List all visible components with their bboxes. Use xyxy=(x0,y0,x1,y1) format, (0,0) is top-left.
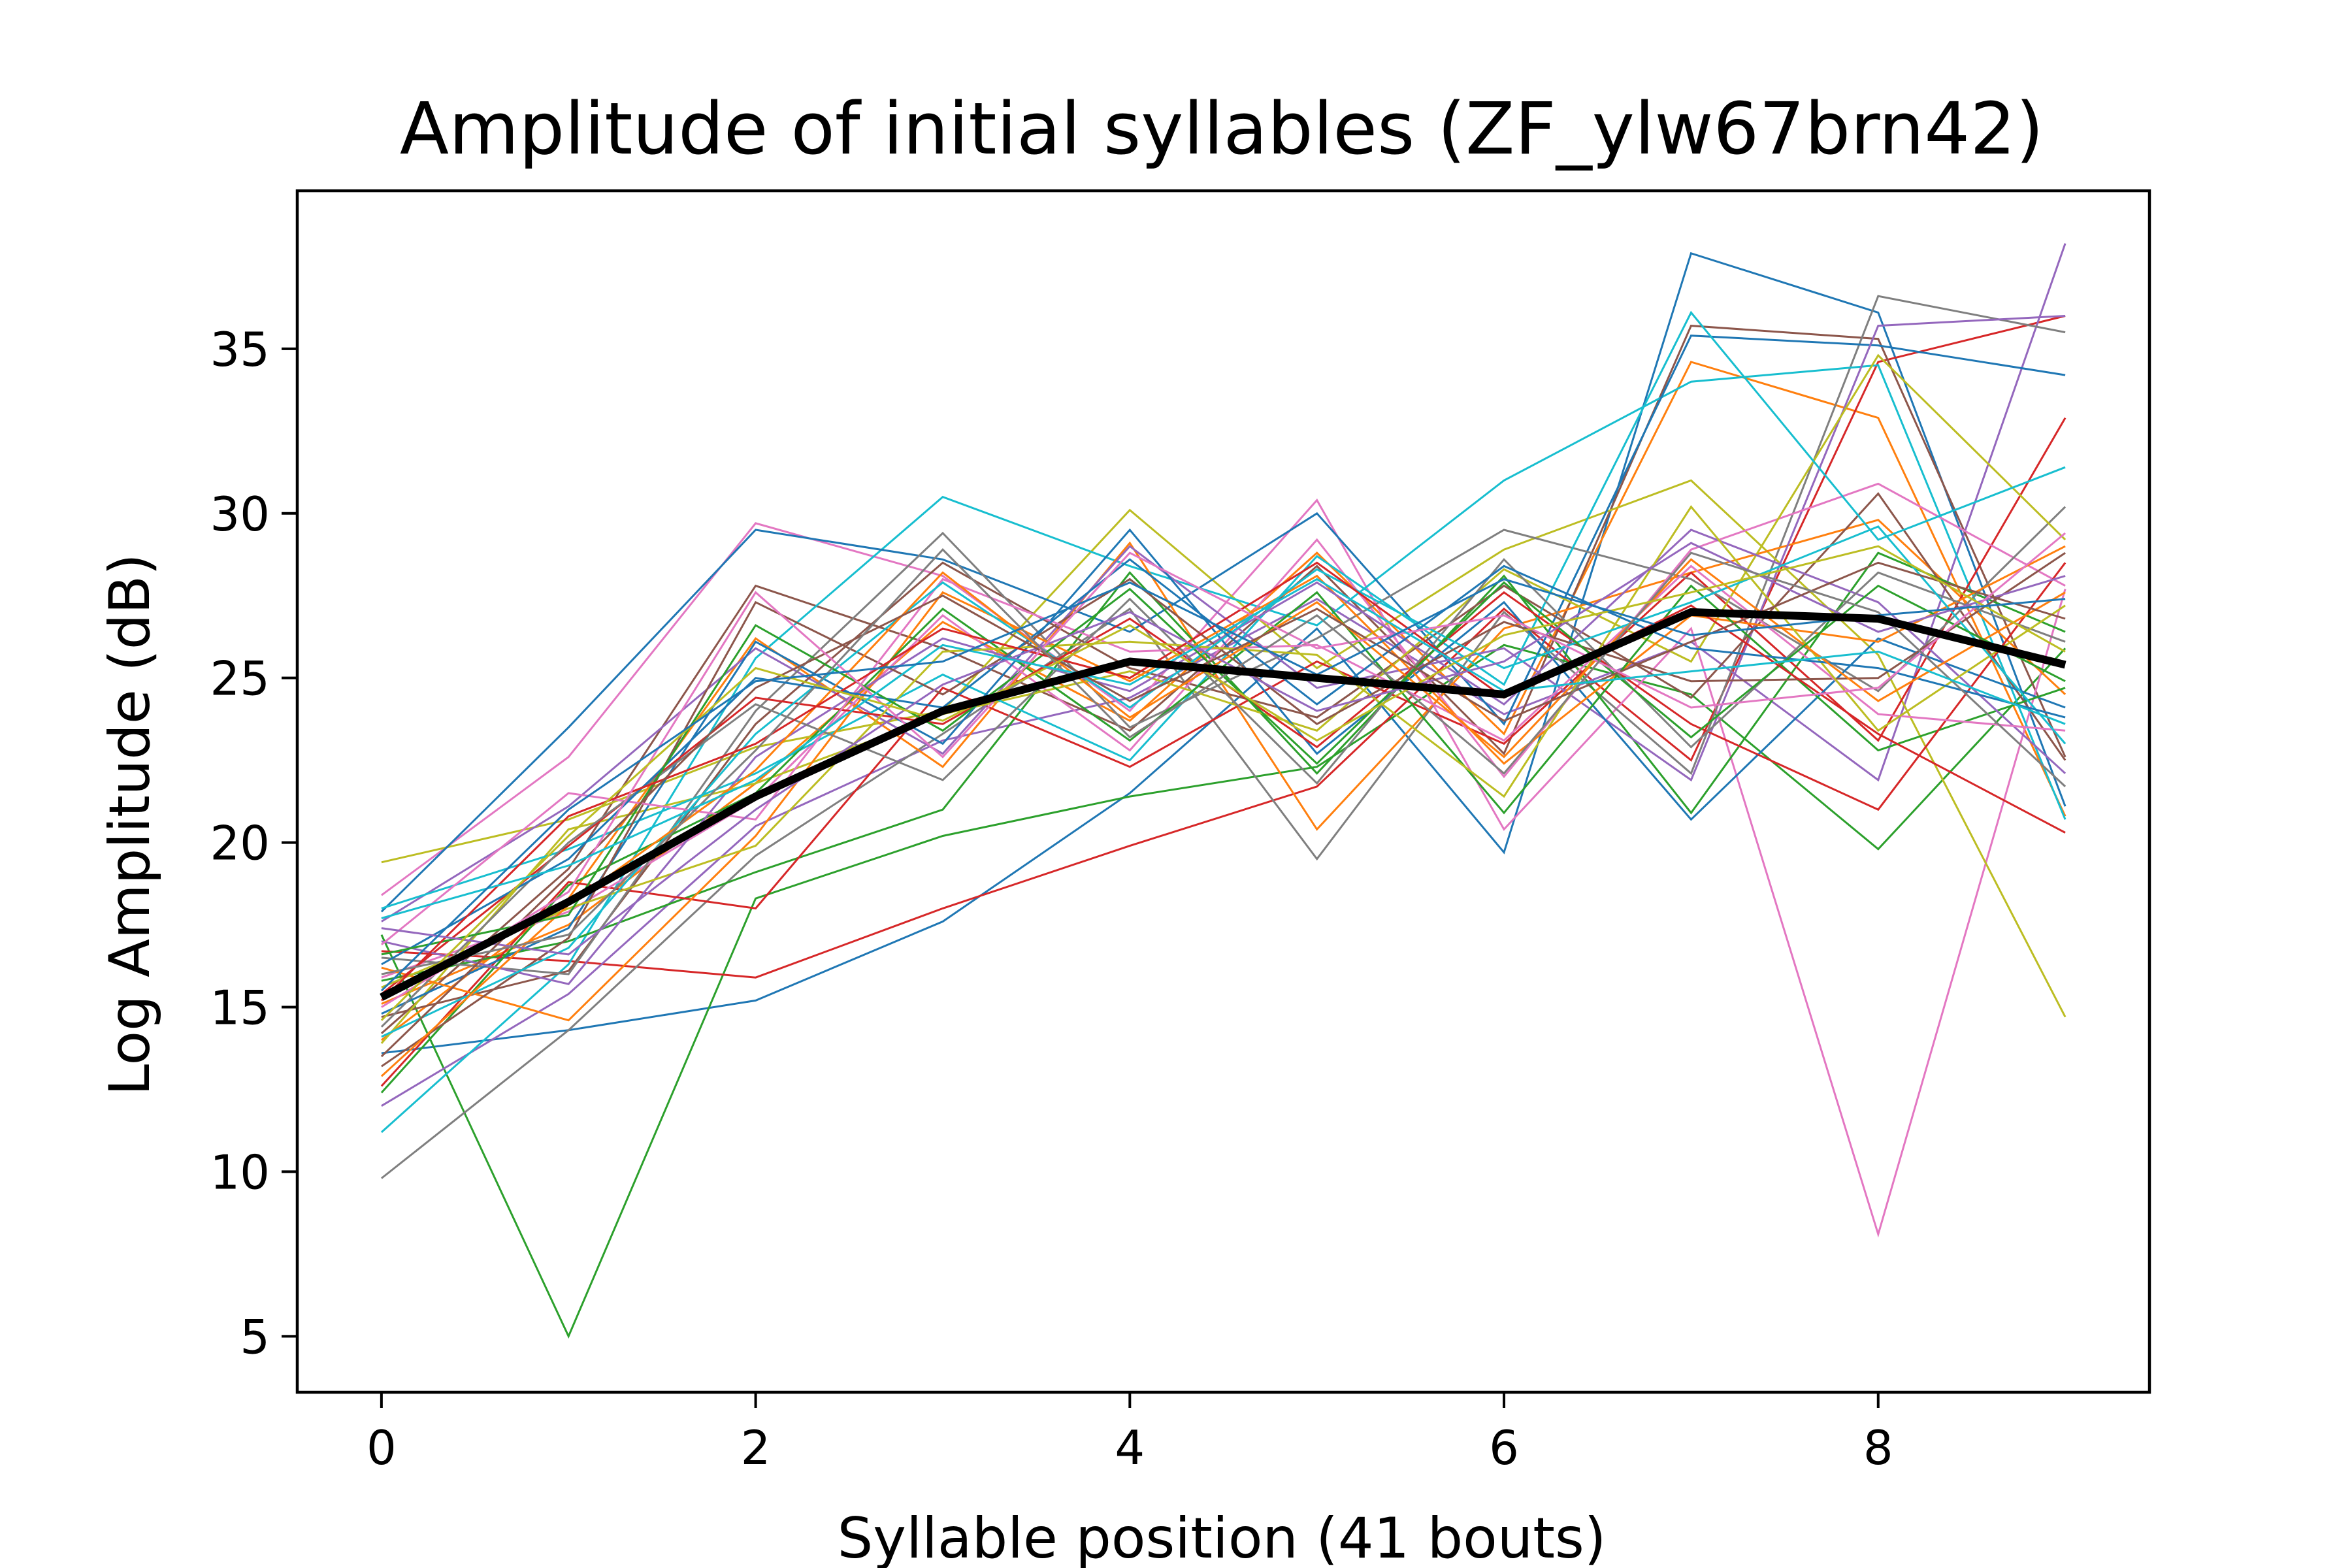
bout-line-40 xyxy=(381,578,2066,919)
plot-frame xyxy=(295,189,2151,1394)
bout-line-11 xyxy=(380,335,2066,913)
bout-line-37 xyxy=(381,532,2066,1008)
bout-line-15 xyxy=(381,315,2066,923)
bout-line-38 xyxy=(381,548,2066,975)
mean-line-layer xyxy=(380,608,2066,1001)
y-tick-label: 15 xyxy=(210,981,270,1036)
bout-line-4 xyxy=(381,315,2066,979)
y-tick-label: 25 xyxy=(210,651,270,706)
bout-line-35 xyxy=(381,542,2066,956)
chart-title: Amplitude of initial syllables (ZF_ylw67… xyxy=(400,87,2044,171)
bout-line-7 xyxy=(381,498,2066,1238)
y-tick-label: 5 xyxy=(240,1309,270,1364)
x-tick-label: 6 xyxy=(1489,1420,1519,1475)
mean-line xyxy=(380,608,2066,1001)
x-tick-label: 2 xyxy=(741,1420,771,1475)
x-tick-label: 8 xyxy=(1863,1420,1893,1475)
bout-line-25 xyxy=(381,529,2066,985)
y-tick-label: 20 xyxy=(210,816,270,871)
bout-line-39 xyxy=(380,545,2066,1021)
x-tick-label: 0 xyxy=(367,1420,397,1475)
bout-line-36 xyxy=(380,561,2066,1058)
x-axis-ticks: 0 2 4 6 8 xyxy=(367,1392,1893,1475)
bout-line-34 xyxy=(380,561,2066,1002)
x-axis-label: Syllable position (41 bouts) xyxy=(838,1506,1607,1568)
bout-line-32 xyxy=(380,558,2066,1077)
bout-line-1 xyxy=(381,252,2066,1054)
bout-line-14 xyxy=(380,417,2066,1087)
bout-line-41 xyxy=(380,578,2066,992)
y-axis-ticks: 5 10 15 20 25 30 35 xyxy=(210,322,297,1364)
y-tick-label: 35 xyxy=(210,322,270,377)
y-axis-label: Log Amplitude (dB) xyxy=(97,553,163,1096)
y-tick-label: 10 xyxy=(210,1145,270,1200)
bout-line-30 xyxy=(381,525,2066,1038)
bout-line-20 xyxy=(381,310,2066,909)
bout-line-3 xyxy=(380,644,2066,1339)
bout-line-17 xyxy=(381,482,2066,979)
bout-line-21 xyxy=(381,528,2066,1015)
bout-line-8 xyxy=(380,295,2066,1179)
bout-line-28 xyxy=(380,558,2066,1028)
x-tick-label: 4 xyxy=(1115,1420,1145,1475)
y-tick-label: 30 xyxy=(210,487,270,542)
